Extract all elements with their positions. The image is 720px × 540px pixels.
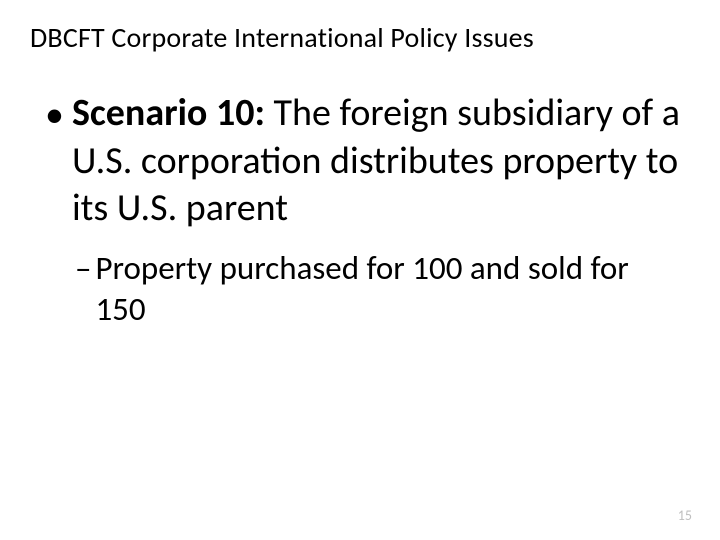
bullet-content: Scenario 10: The foreign subsidiary of a…: [72, 90, 700, 233]
main-bullet: • Scenario 10: The foreign subsidiary of…: [0, 65, 720, 238]
dash-icon: –: [75, 248, 91, 331]
bullet-lead: Scenario 10:: [72, 90, 265, 136]
page-number: 15: [678, 507, 692, 524]
bullet-dot-icon: •: [45, 92, 64, 233]
slide-title: DBCFT Corporate International Policy Iss…: [0, 0, 720, 65]
sub-bullet: – Property purchased for 100 and sold fo…: [0, 238, 720, 336]
sub-bullet-text: Property purchased for 100 and sold for …: [95, 248, 680, 331]
